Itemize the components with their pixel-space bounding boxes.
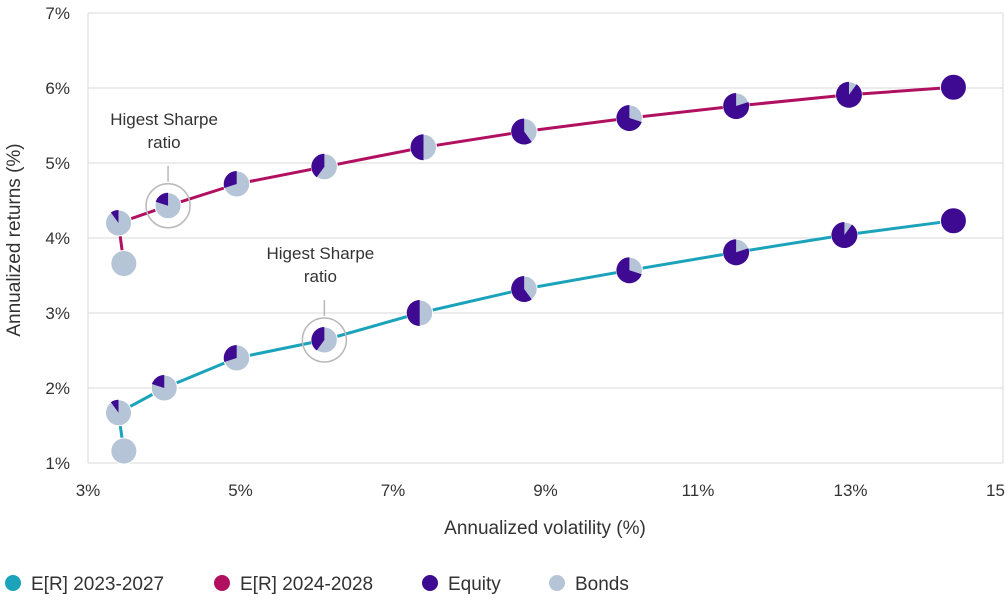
pie-slice-equity <box>511 276 532 303</box>
pie-marker <box>310 153 338 181</box>
pie-marker <box>939 73 967 101</box>
pie-slice-equity <box>311 153 325 178</box>
pie-marker <box>150 374 178 402</box>
pie-slice-equity <box>835 81 862 108</box>
pie-marker <box>110 437 138 465</box>
series-line-1 <box>117 219 954 452</box>
y-tick-label: 3% <box>45 304 70 323</box>
pie-marker <box>722 238 750 266</box>
pie-slice-equity <box>616 105 642 132</box>
pie-marker <box>722 92 750 120</box>
legend-label: E[R] 2023-2027 <box>31 574 164 595</box>
legend-marker <box>5 575 21 591</box>
legend-label: Bonds <box>575 574 629 595</box>
pie-slice-equity <box>110 210 119 223</box>
pie-marker <box>406 299 434 327</box>
pie-slice-equity <box>151 375 165 388</box>
pie-slice-equity <box>616 257 642 284</box>
pie-marker <box>110 250 138 277</box>
legend-marker <box>549 575 565 591</box>
legend-label: Equity <box>448 574 501 595</box>
pie-marker <box>310 326 338 354</box>
pie-slice-bonds <box>110 437 138 465</box>
pie-slice-equity <box>110 399 119 413</box>
pie-slice-equity <box>939 73 967 101</box>
pie-slice-equity <box>223 171 237 189</box>
pie-marker <box>939 207 967 235</box>
x-tick-label: 5% <box>228 481 253 500</box>
pie-slice-equity <box>939 207 967 235</box>
pie-markers <box>105 73 967 465</box>
pie-slice-equity <box>406 300 420 326</box>
legend-label: E[R] 2024-2028 <box>240 574 373 595</box>
pie-marker <box>510 275 538 303</box>
y-tick-label: 5% <box>45 154 70 173</box>
pie-marker <box>154 192 182 220</box>
pie-slice-equity <box>410 134 424 161</box>
gridlines <box>88 12 1003 389</box>
pie-marker <box>223 170 251 198</box>
pie-marker <box>615 256 643 284</box>
y-axis-title: Annualized returns (%) <box>4 143 25 336</box>
pie-slice-equity <box>511 118 532 145</box>
pie-marker <box>830 221 858 249</box>
pie-marker <box>835 81 863 109</box>
x-tick-label: 11% <box>682 481 715 500</box>
x-tick-label: 7% <box>381 481 406 500</box>
pie-marker <box>410 133 437 161</box>
y-tick-label: 7% <box>45 4 70 23</box>
pie-marker <box>615 104 643 132</box>
pie-slice-bonds <box>110 250 138 277</box>
axes <box>87 13 1004 464</box>
pie-slice-equity <box>723 93 750 120</box>
series-lines <box>117 85 954 452</box>
x-tick-label: 9% <box>533 481 558 500</box>
pie-marker <box>105 209 132 237</box>
pie-slice-equity <box>311 326 325 351</box>
legend: E[R] 2023-2027 E[R] 2024-2028 Equity Bonds <box>5 574 629 595</box>
x-tick-label: 15% <box>986 481 1005 500</box>
annotation-label-line2: ratio <box>148 133 181 152</box>
legend-marker <box>422 575 438 591</box>
annotation-label-line2: ratio <box>304 267 337 286</box>
annotations: Higest Sharpe ratio Higest Sharpe ratio <box>110 110 375 363</box>
annotation-label-line1: Higest Sharpe <box>267 244 375 263</box>
pie-slice-equity <box>155 192 169 206</box>
pie-marker <box>223 344 251 372</box>
sharpe-highlight-circle <box>301 317 348 363</box>
y-tick-label: 2% <box>45 379 70 398</box>
x-tick-label: 3% <box>76 481 101 500</box>
pie-marker <box>105 399 132 427</box>
annotation-label-line1: Higest Sharpe <box>110 110 218 129</box>
y-tick-label: 4% <box>45 229 70 248</box>
pie-marker <box>510 118 538 145</box>
tick-labels: 1% 2% 3% 4% 5% 6% 7% 3% 5% 7% 9% 11% 13% 15% <box>45 4 1005 500</box>
sharpe-highlight-circle <box>145 183 191 229</box>
y-tick-label: 1% <box>45 454 70 473</box>
pie-slice-equity <box>223 345 237 363</box>
x-axis-title: Annualized volatility (%) <box>444 518 646 539</box>
pie-slice-equity <box>723 239 750 266</box>
x-tick-label: 13% <box>833 481 867 500</box>
pie-slice-equity <box>831 222 858 249</box>
y-tick-label: 6% <box>45 79 70 98</box>
legend-marker <box>214 575 230 591</box>
